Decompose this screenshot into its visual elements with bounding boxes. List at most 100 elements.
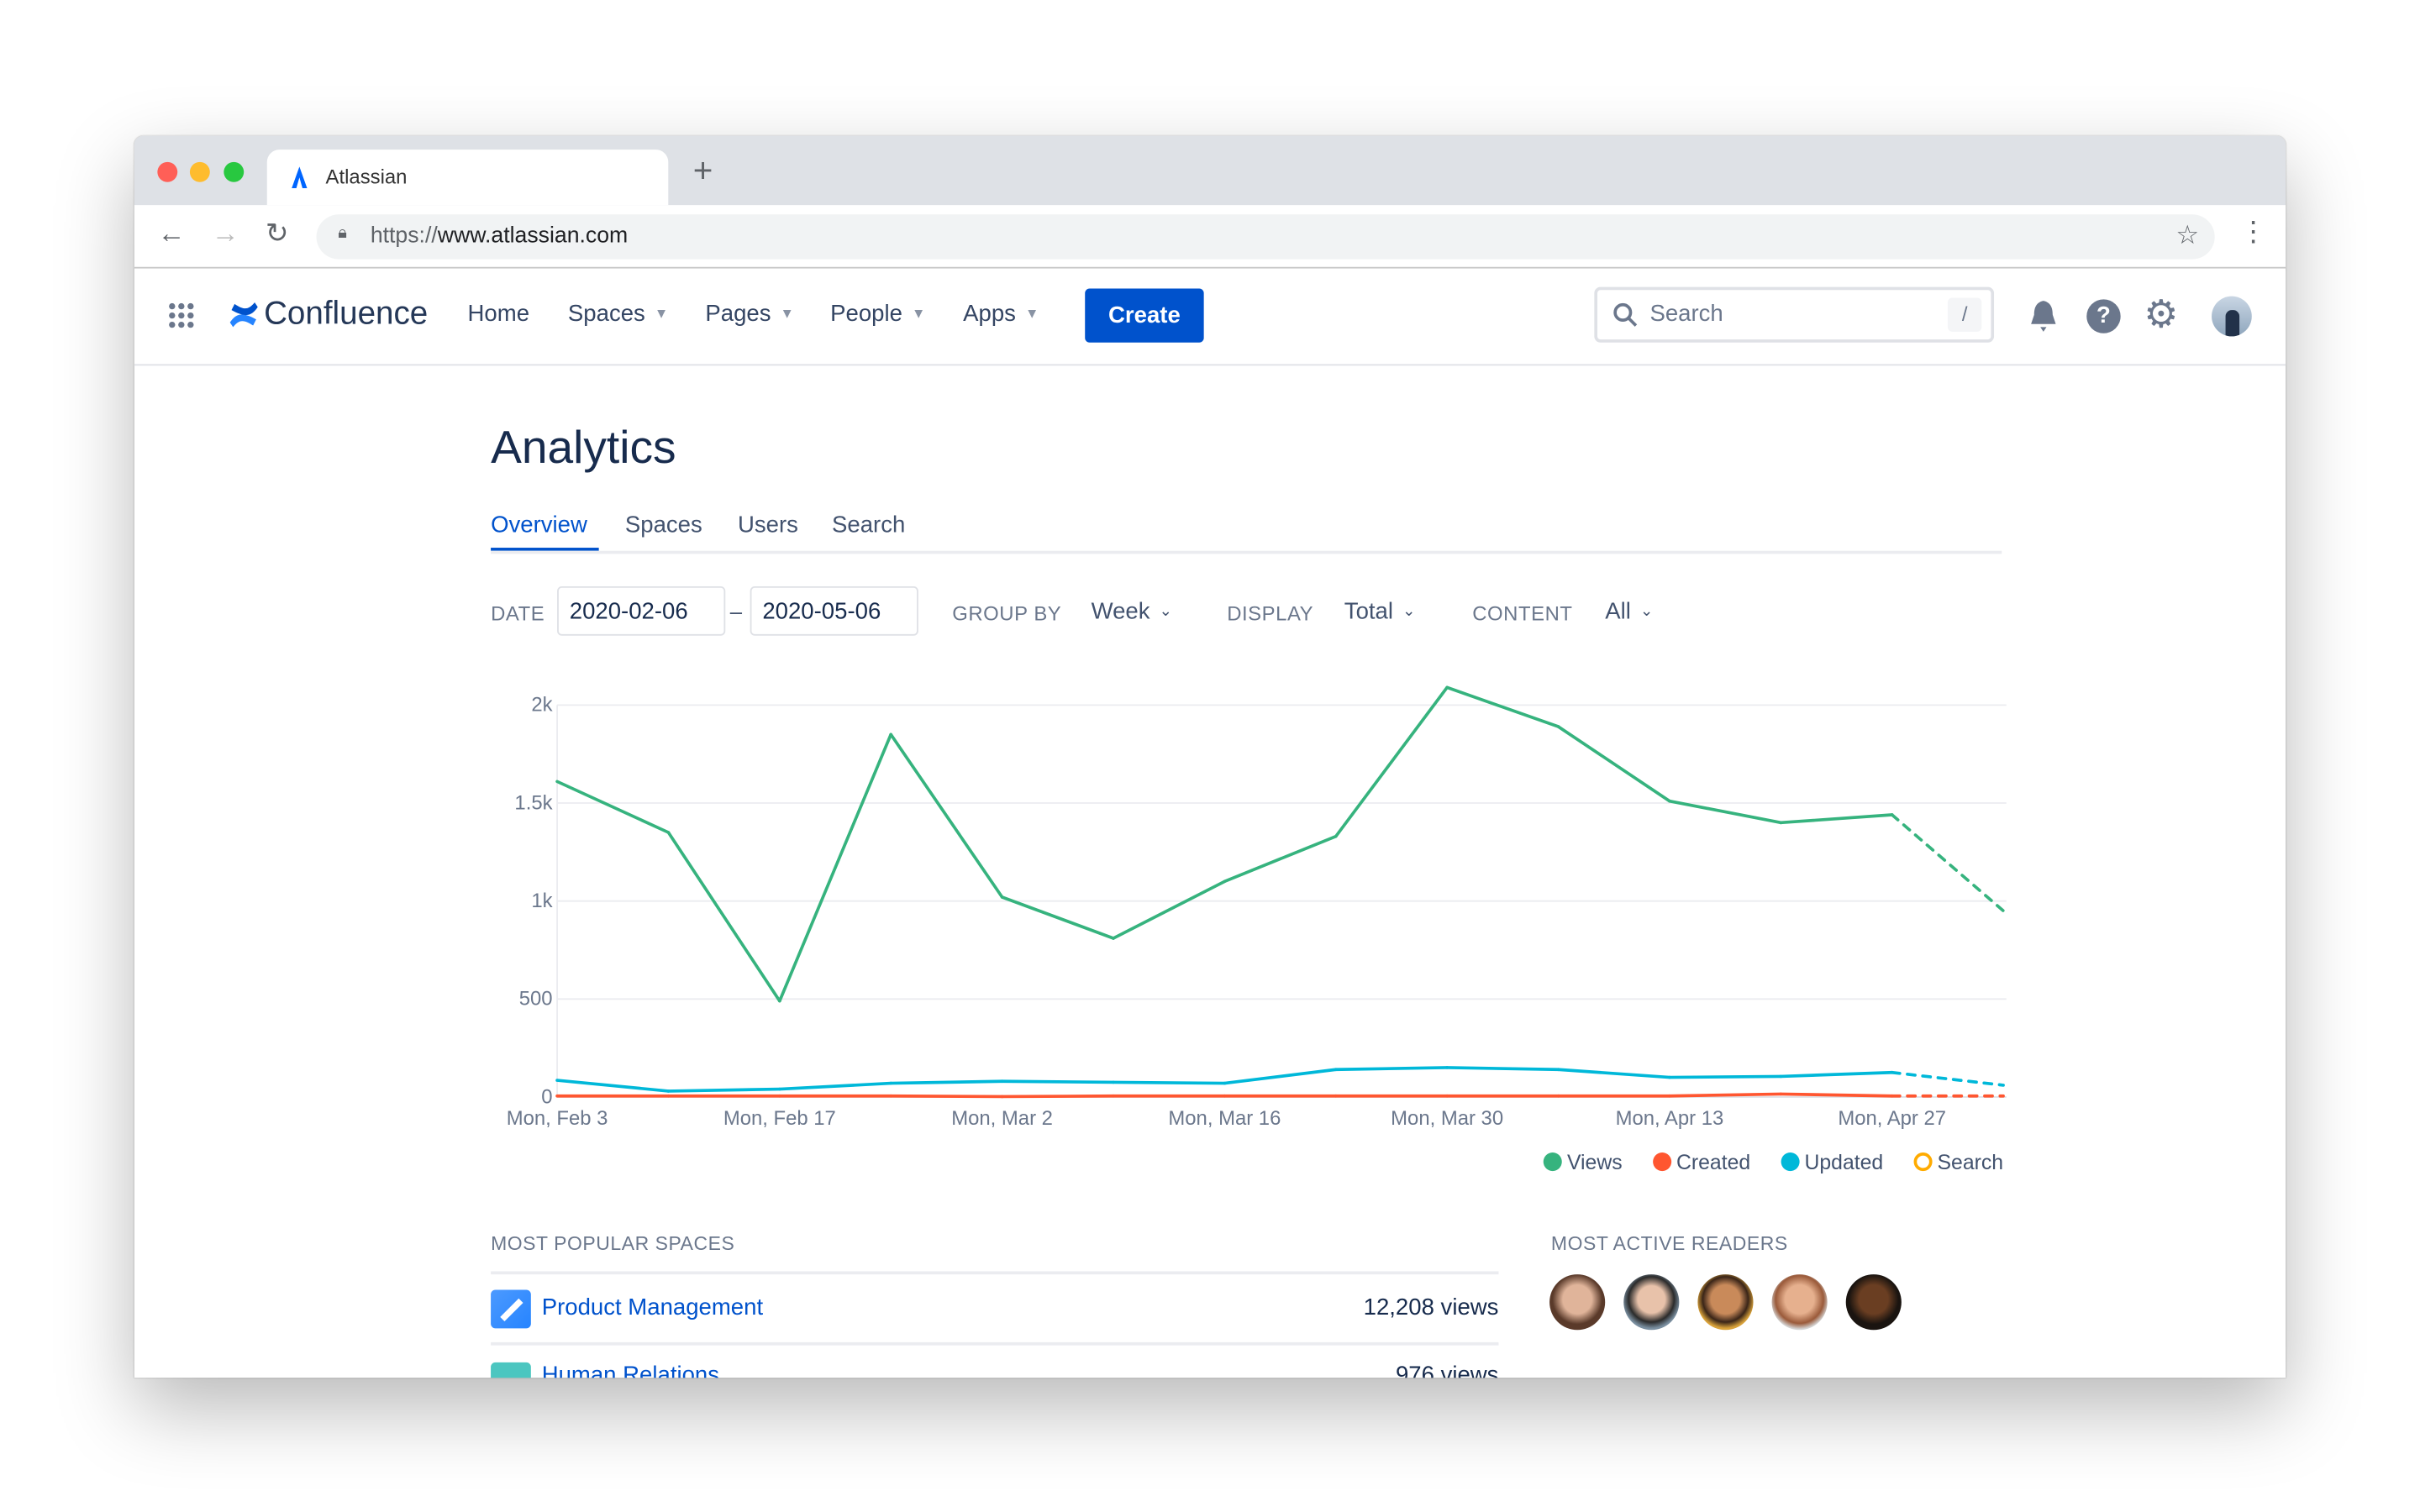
url-host: www.atlassian.com bbox=[437, 223, 629, 249]
reader-avatar[interactable] bbox=[1623, 1274, 1680, 1331]
legend-search[interactable]: Search bbox=[1913, 1151, 2003, 1174]
x-tick-label: Mon, Feb 17 bbox=[723, 1107, 836, 1130]
y-tick-label: 500 bbox=[519, 988, 553, 1011]
search-input[interactable]: Search / bbox=[1594, 286, 1995, 343]
legend-dot-icon bbox=[1653, 1152, 1672, 1172]
series-updated-segment bbox=[555, 1079, 671, 1093]
x-tick-label: Mon, Mar 16 bbox=[1168, 1107, 1281, 1130]
legend-label: Created bbox=[1676, 1151, 1751, 1174]
reader-avatar[interactable] bbox=[1845, 1274, 1902, 1331]
back-icon[interactable]: ← bbox=[157, 217, 186, 249]
tab-title: Atlassian bbox=[325, 165, 408, 189]
browser-menu-icon[interactable]: ⋮ bbox=[2239, 216, 2268, 247]
reader-avatar[interactable] bbox=[1549, 1274, 1606, 1331]
reader-avatar[interactable] bbox=[1771, 1274, 1828, 1331]
close-window-button[interactable] bbox=[157, 161, 178, 182]
new-tab-button[interactable]: + bbox=[692, 150, 713, 190]
x-tick-label: Mon, Apr 27 bbox=[1838, 1107, 1946, 1130]
date-label: DATE bbox=[491, 601, 545, 625]
x-tick-label: Mon, Mar 2 bbox=[951, 1107, 1053, 1130]
nav-spaces[interactable]: Spaces ▼ bbox=[568, 301, 668, 327]
date-separator: – bbox=[729, 598, 743, 624]
space-icon bbox=[491, 1362, 531, 1378]
series-views-segment bbox=[666, 831, 781, 1003]
x-tick-label: Mon, Mar 30 bbox=[1391, 1107, 1503, 1130]
series-updated-segment bbox=[1000, 1079, 1115, 1084]
url-field[interactable]: 🔒︎ https://www.atlassian.com ☆ bbox=[316, 214, 2215, 260]
tab-users[interactable]: Users bbox=[737, 512, 798, 539]
series-updated-segment bbox=[1334, 1066, 1449, 1072]
series-views-segment bbox=[889, 732, 1004, 899]
minimize-window-button[interactable] bbox=[189, 161, 210, 182]
reload-icon[interactable]: ↻ bbox=[265, 217, 289, 249]
reader-avatar[interactable] bbox=[1697, 1274, 1754, 1331]
page-title: Analytics bbox=[491, 423, 676, 474]
chevron-down-icon: ⌄ bbox=[1159, 603, 1172, 621]
content-label: CONTENT bbox=[1472, 601, 1573, 625]
maximize-window-button[interactable] bbox=[224, 161, 245, 182]
browser-tab[interactable]: Atlassian bbox=[266, 150, 669, 206]
bookmark-star-icon[interactable]: ☆ bbox=[2175, 220, 2200, 250]
browser-window: Atlassian + ← → ↻ 🔒︎ https://www.atlassi… bbox=[134, 135, 2286, 1378]
legend-updated[interactable]: Updated bbox=[1781, 1151, 1883, 1174]
atlassian-logo-icon bbox=[292, 166, 308, 189]
space-link[interactable]: Human Relations bbox=[541, 1362, 720, 1378]
nav-label: Home bbox=[467, 301, 530, 328]
app-switcher-icon[interactable] bbox=[168, 302, 194, 328]
space-views: 976 views bbox=[1395, 1362, 1499, 1378]
caret-down-icon: ▼ bbox=[911, 305, 926, 322]
series-views-segment bbox=[1000, 895, 1115, 940]
legend-dot-icon bbox=[1781, 1152, 1800, 1172]
tab-overview[interactable]: Overview bbox=[491, 512, 587, 539]
legend-dot-icon bbox=[1544, 1152, 1563, 1172]
nav-people[interactable]: People ▼ bbox=[830, 301, 925, 327]
create-button[interactable]: Create bbox=[1085, 288, 1204, 343]
series-updated-segment bbox=[1445, 1066, 1560, 1072]
legend-label: Updated bbox=[1804, 1151, 1884, 1174]
series-updated-segment bbox=[1112, 1080, 1227, 1085]
product-name: Confluence bbox=[264, 296, 429, 332]
series-updated-segment bbox=[889, 1079, 1004, 1085]
series-views-segment bbox=[1112, 879, 1227, 940]
forward-icon[interactable]: → bbox=[211, 217, 239, 249]
tab-bar: Atlassian + bbox=[134, 135, 2286, 206]
legend-views[interactable]: Views bbox=[1544, 1151, 1623, 1174]
date-to-input[interactable]: 2020-05-06 bbox=[750, 585, 918, 636]
content-select[interactable]: All ⌄ bbox=[1605, 599, 1653, 625]
notification-bell-icon[interactable] bbox=[2028, 299, 2059, 333]
content-value: All bbox=[1605, 598, 1631, 625]
nav-apps[interactable]: Apps ▼ bbox=[963, 301, 1039, 327]
confluence-nav: Confluence Home Spaces ▼ Pages ▼ People ▼ A… bbox=[134, 270, 2286, 366]
caret-down-icon: ▼ bbox=[780, 305, 794, 322]
divider bbox=[491, 1341, 1499, 1346]
display-select[interactable]: Total ⌄ bbox=[1344, 599, 1416, 625]
legend-label: Views bbox=[1566, 1151, 1623, 1174]
settings-gear-icon[interactable]: ⚙ bbox=[2144, 292, 2179, 337]
tab-spaces[interactable]: Spaces bbox=[624, 512, 702, 539]
series-views-segment bbox=[1668, 799, 1783, 825]
search-shortcut-hint: / bbox=[1947, 297, 1982, 332]
series-updated-segment bbox=[1779, 1070, 1894, 1079]
search-icon bbox=[1613, 302, 1638, 327]
date-from-input[interactable]: 2020-02-06 bbox=[557, 585, 726, 636]
series-views-segment bbox=[777, 732, 893, 1003]
nav-pages[interactable]: Pages ▼ bbox=[705, 301, 794, 327]
space-link[interactable]: Product Management bbox=[541, 1294, 764, 1321]
nav-label: Pages bbox=[705, 301, 771, 328]
space-views: 12,208 views bbox=[1363, 1294, 1499, 1321]
display-value: Total bbox=[1344, 598, 1393, 625]
confluence-logo-icon bbox=[229, 302, 258, 328]
series-updated-segment bbox=[1668, 1074, 1783, 1079]
tab-search[interactable]: Search bbox=[831, 512, 906, 539]
series-updated-segment bbox=[777, 1081, 893, 1091]
nav-home[interactable]: Home bbox=[468, 301, 529, 327]
series-updated-segment bbox=[666, 1087, 781, 1093]
user-avatar[interactable] bbox=[2212, 296, 2252, 337]
series-updated-segment bbox=[1223, 1068, 1338, 1085]
nav-label: Apps bbox=[963, 301, 1016, 328]
help-icon[interactable]: ? bbox=[2086, 299, 2121, 333]
group-by-select[interactable]: Week ⌄ bbox=[1092, 599, 1172, 625]
series-views-segment bbox=[1223, 834, 1338, 884]
confluence-logo[interactable]: Confluence bbox=[229, 297, 428, 333]
legend-created[interactable]: Created bbox=[1653, 1151, 1750, 1174]
